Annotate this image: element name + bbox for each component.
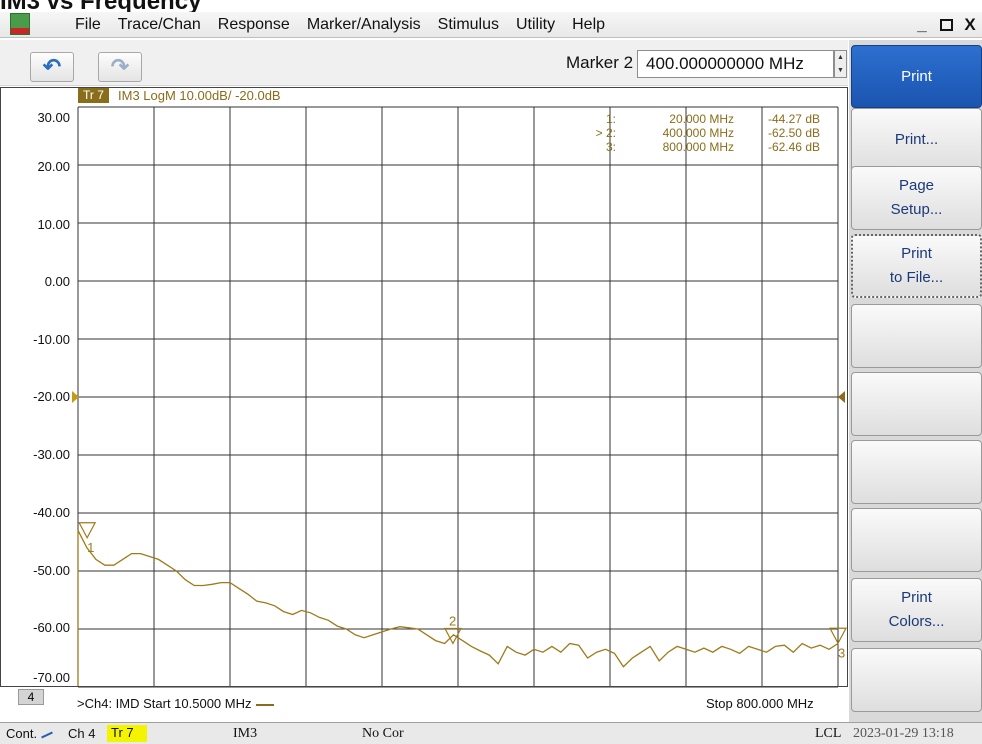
menu-help[interactable]: Help <box>572 16 606 33</box>
softkey-print-to-file[interactable]: Print to File... <box>851 234 982 298</box>
redo-button[interactable]: ↷ <box>98 52 142 82</box>
marker-spinner[interactable]: ▲ ▼ <box>834 50 847 78</box>
channel-stop-info: Stop 800.000 MHz <box>706 696 814 711</box>
undo-icon: ↶ <box>42 54 62 79</box>
softkey-title-label: Print <box>901 67 932 85</box>
trace-tag[interactable]: Tr 7 <box>78 88 109 103</box>
restore-icon <box>939 19 953 31</box>
softkey-label: Print <box>901 245 932 262</box>
softkey-blank[interactable] <box>851 372 982 436</box>
status-mode-text: Cont. <box>6 726 38 741</box>
document-title: IM3 vs Frequency <box>0 0 202 15</box>
menu-response[interactable]: Response <box>217 16 290 33</box>
softkey-page-setup[interactable]: Page Setup... <box>851 166 982 230</box>
y-tick-label: -70.00 <box>33 670 70 685</box>
y-tick-label: -30.00 <box>33 447 70 462</box>
status-correction[interactable]: No Cor <box>362 726 404 741</box>
status-trace[interactable]: Tr 7 <box>107 725 147 742</box>
marker-frequency: 400.000 MHz <box>662 126 734 140</box>
softkey-blank[interactable] <box>851 648 982 712</box>
softkey-blank[interactable] <box>851 440 982 504</box>
y-tick-label: -60.00 <box>33 620 70 635</box>
status-measurement[interactable]: IM3 <box>233 726 258 741</box>
channel-number-box[interactable]: 4 <box>18 689 44 705</box>
menu-utility[interactable]: Utility <box>516 16 556 33</box>
redo-icon: ↷ <box>110 54 130 79</box>
channel-start-info: >Ch4: IMD Start 10.5000 MHz <box>77 696 274 711</box>
softkey-label: Colors... <box>888 613 945 630</box>
channel-start-text: >Ch4: IMD Start 10.5000 MHz <box>77 696 252 711</box>
undo-button[interactable]: ↶ <box>30 52 74 82</box>
marker-value-input[interactable]: 400.000000000 MHz <box>637 50 834 78</box>
status-datetime: 2023-01-29 13:18 <box>853 726 954 741</box>
marker-value: -62.46 dB <box>767 140 820 154</box>
softkey-print-colors[interactable]: Print Colors... <box>851 578 982 642</box>
marker-frequency: 800.000 MHz <box>662 140 734 154</box>
spin-up-icon[interactable]: ▲ <box>837 54 844 61</box>
toolbar: ↶ ↷ Marker 2 400.000000000 MHz ▲ ▼ <box>0 40 848 86</box>
menu-bar <box>0 12 982 38</box>
y-tick-label: 0.00 <box>44 274 70 289</box>
softkey-label: Print <box>901 589 932 606</box>
spin-down-icon[interactable]: ▼ <box>837 67 844 74</box>
app-icon[interactable] <box>10 13 30 35</box>
softkey-print[interactable]: Print... <box>851 108 982 172</box>
y-tick-label: -50.00 <box>33 563 70 578</box>
reference-level-left-icon[interactable] <box>72 391 79 403</box>
sweep-icon <box>41 731 53 739</box>
close-button[interactable]: X <box>964 15 976 34</box>
marker-readout-row[interactable]: > 2: 400.000 MHz -62.50 dB <box>594 126 834 140</box>
menu-trace-chan[interactable]: Trace/Chan <box>117 16 201 33</box>
softkey-label: Print... <box>894 131 939 148</box>
softkey-title: Print <box>851 45 982 108</box>
y-tick-label: -20.00 <box>33 389 70 404</box>
marker-index: 3: <box>605 140 616 154</box>
menu-marker-analysis[interactable]: Marker/Analysis <box>306 16 421 33</box>
marker-index: 1: <box>605 112 616 126</box>
minimize-button[interactable]: _ <box>917 15 927 34</box>
y-tick-label: 30.00 <box>37 110 70 125</box>
status-channel[interactable]: Ch 4 <box>68 726 96 741</box>
marker-label: Marker 2 <box>566 53 634 72</box>
status-mode[interactable]: Cont. <box>6 726 53 741</box>
softkey-label: Page <box>898 177 935 194</box>
softkey-blank[interactable] <box>851 508 982 572</box>
menu-items: File Trace/Chan Response Marker/Analysis… <box>75 12 622 38</box>
y-tick-label: -10.00 <box>33 332 70 347</box>
softkey-label: Setup... <box>890 201 943 218</box>
menu-stimulus[interactable]: Stimulus <box>437 16 499 33</box>
y-tick-label: 20.00 <box>37 159 70 174</box>
marker-readout-row[interactable]: 3: 800.000 MHz -62.46 dB <box>594 140 834 154</box>
softkey-label: to File... <box>889 269 944 286</box>
status-bar: Cont. Ch 4 Tr 7 IM3 No Cor LCL 2023-01-2… <box>0 722 982 744</box>
marker-value: -44.27 dB <box>767 112 820 126</box>
window-controls: _ X <box>910 14 982 36</box>
marker-index: > 2: <box>595 126 616 140</box>
y-tick-label: -40.00 <box>33 505 70 520</box>
softkey-blank[interactable] <box>851 304 982 368</box>
trace-line-icon <box>255 703 274 706</box>
restore-button[interactable] <box>934 14 958 36</box>
marker-value: -62.50 dB <box>767 126 820 140</box>
status-control: LCL <box>815 726 842 741</box>
marker-readout-row[interactable]: 1: 20.000 MHz -44.27 dB <box>594 112 834 126</box>
y-tick-label: 10.00 <box>37 217 70 232</box>
reference-level-right-icon[interactable] <box>838 391 845 403</box>
marker-frequency: 20.000 MHz <box>669 112 734 126</box>
menu-file[interactable]: File <box>75 16 101 33</box>
plot-frame <box>0 87 848 687</box>
trace-description[interactable]: IM3 LogM 10.00dB/ -20.0dB <box>118 88 281 103</box>
